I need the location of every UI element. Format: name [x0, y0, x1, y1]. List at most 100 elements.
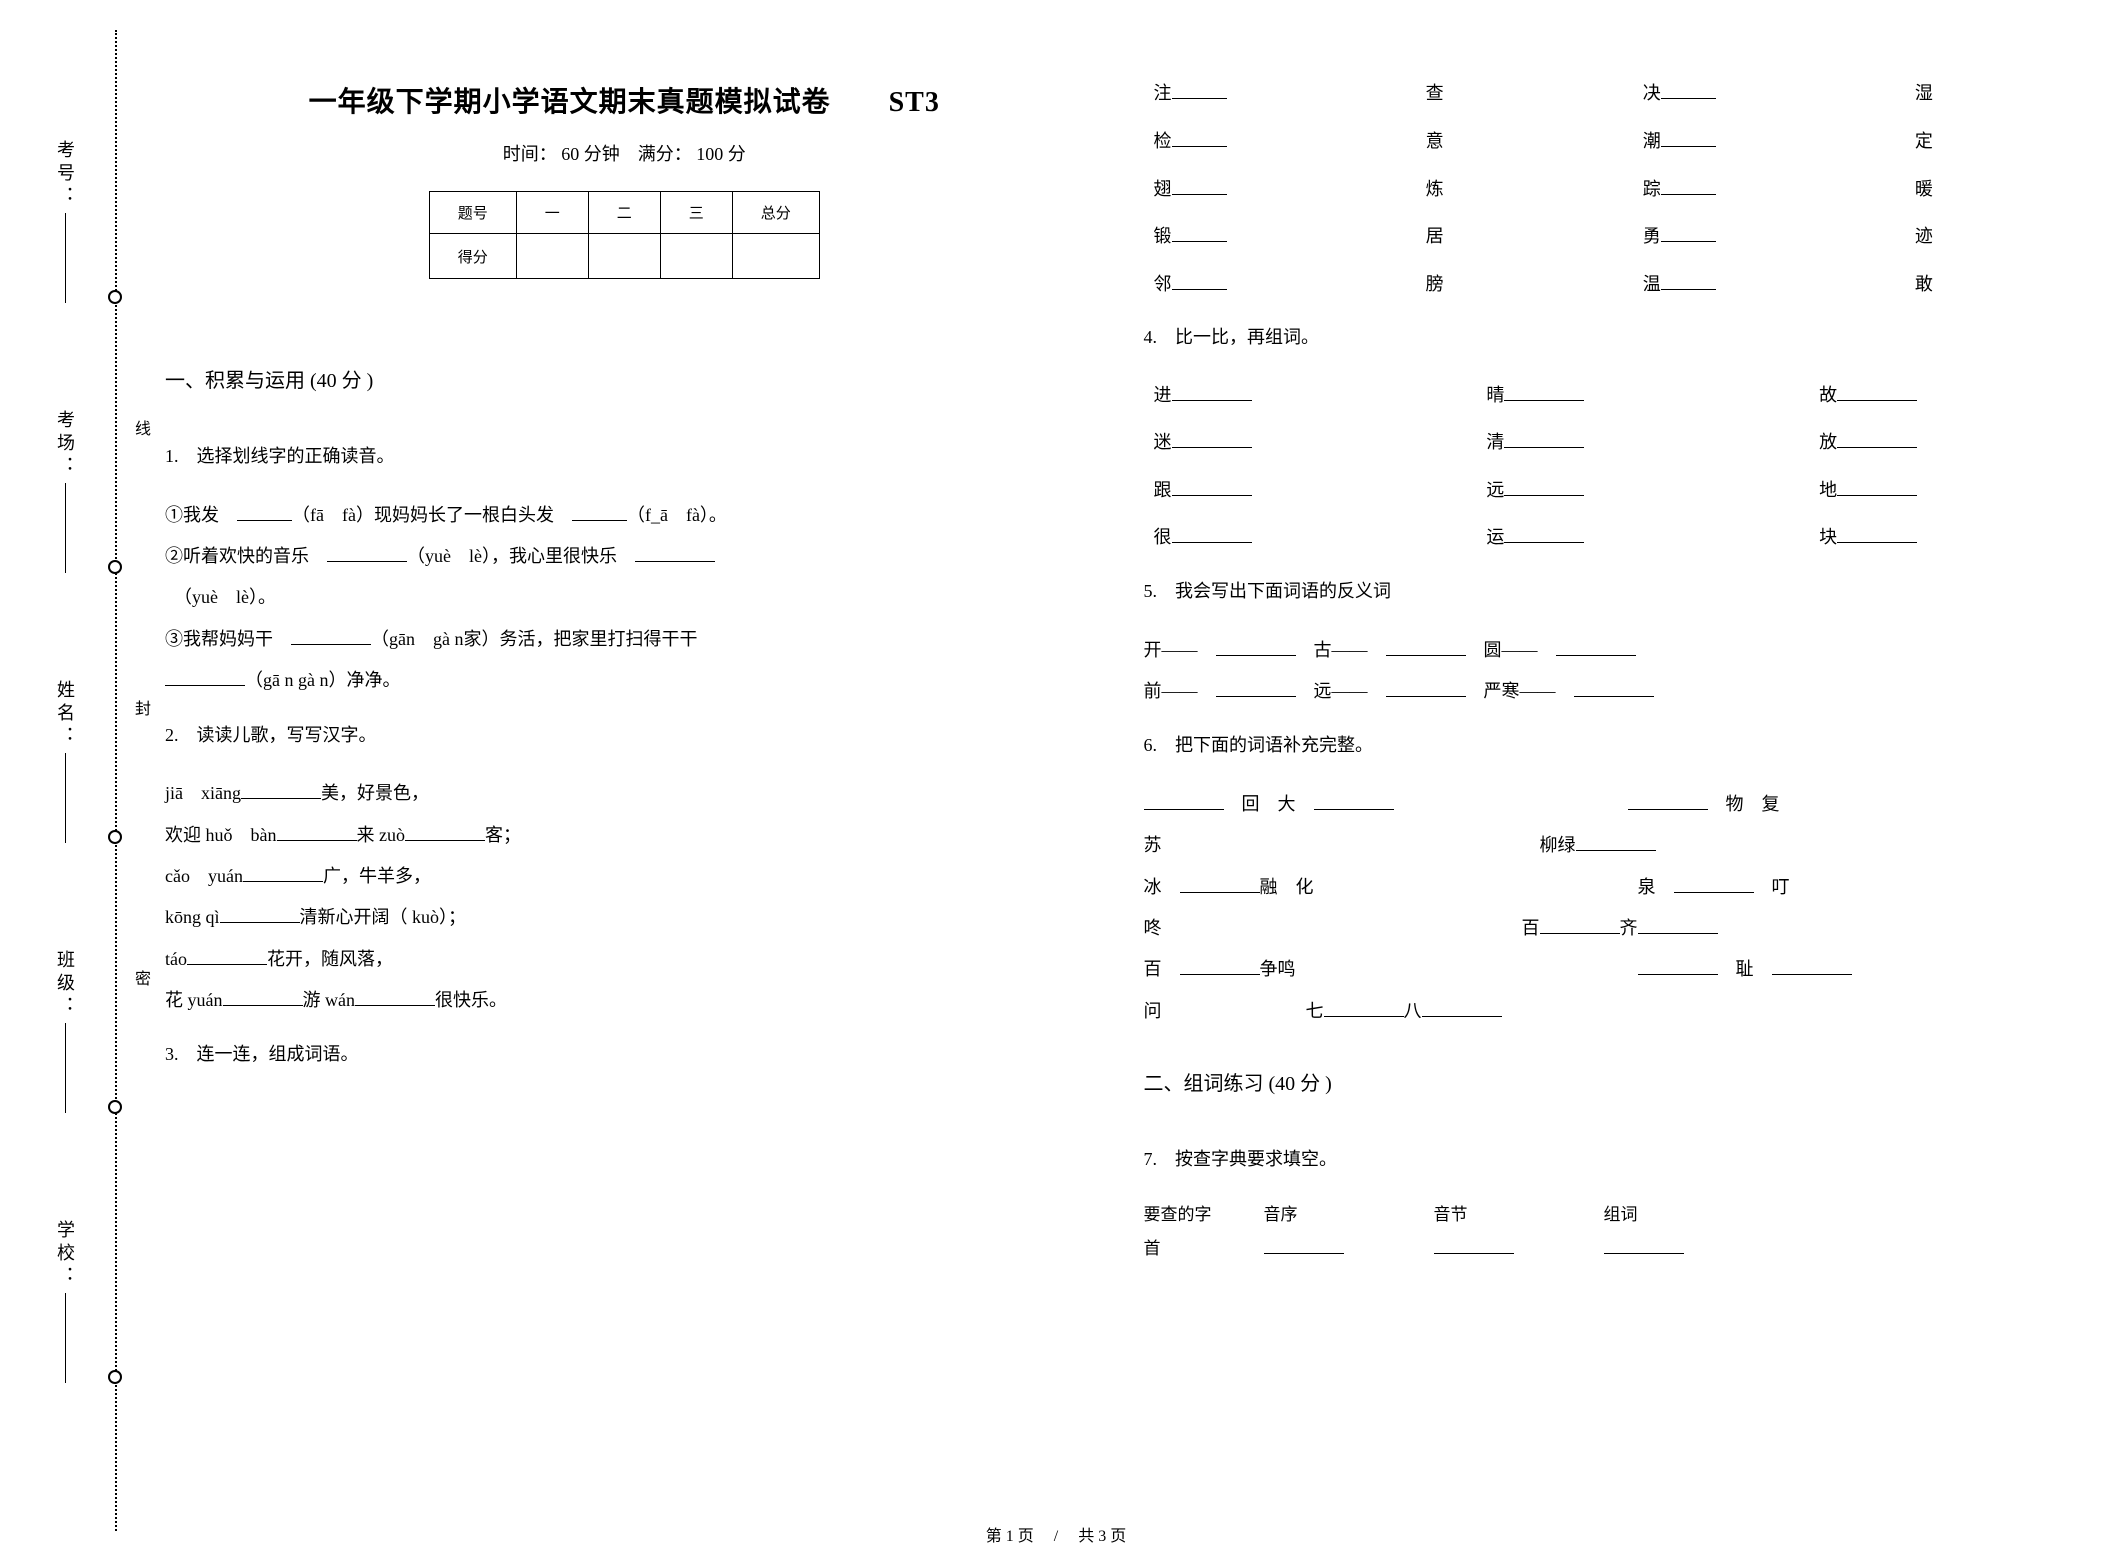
binding-circle	[108, 830, 122, 844]
fill-blank[interactable]	[165, 668, 245, 686]
binding-label-name: 姓名：	[52, 680, 78, 843]
fill-blank[interactable]	[1434, 1237, 1514, 1254]
fill-blank[interactable]	[1314, 792, 1394, 810]
fill-blank[interactable]	[220, 905, 300, 923]
exam-subtitle: 时间： 60 分钟 满分： 100 分	[165, 140, 1084, 166]
q7-headers: 要查的字 音序 音节 组词	[1144, 1198, 2063, 1232]
score-header: 总分	[732, 192, 819, 234]
score-cell[interactable]	[516, 234, 588, 279]
fill-blank[interactable]	[1180, 957, 1260, 975]
q7-row: 首	[1144, 1232, 2063, 1266]
score-cell[interactable]	[732, 234, 819, 279]
fill-blank[interactable]	[237, 503, 292, 521]
fill-blank[interactable]	[635, 544, 715, 562]
score-header: 题号	[429, 192, 516, 234]
fill-blank[interactable]	[1556, 638, 1636, 656]
score-cell[interactable]	[660, 234, 732, 279]
fill-blank[interactable]	[1837, 525, 1917, 543]
fill-blank[interactable]	[327, 544, 407, 562]
fill-blank[interactable]	[1172, 177, 1227, 195]
fill-blank[interactable]	[1172, 430, 1252, 448]
q6-body: 回 大 物 复 苏 柳绿 冰 融 化 泉 叮 咚 百齐 百 争鸣 耻 问 七八	[1144, 784, 2063, 1032]
fill-blank[interactable]	[1674, 875, 1754, 893]
seal-line: 线	[128, 420, 152, 454]
score-header: 二	[588, 192, 660, 234]
q4-grid: 进 晴 故 迷 清 放 跟 远 地 很 运 块	[1154, 376, 2063, 558]
score-table: 题号 一 二 三 总分 得分	[429, 191, 820, 279]
binding-margin: 考号： 考场： 姓名： 班级： 学校： 线 封 密	[0, 0, 155, 1561]
fill-blank[interactable]	[1172, 478, 1252, 496]
fill-blank[interactable]	[572, 503, 627, 521]
fill-blank[interactable]	[1661, 81, 1716, 99]
page-footer: 第 1 页 / 共 3 页	[0, 1522, 2112, 1546]
fill-blank[interactable]	[1216, 638, 1296, 656]
seal-feng: 封	[128, 700, 152, 734]
fill-blank[interactable]	[1540, 916, 1620, 934]
fill-blank[interactable]	[1324, 999, 1404, 1017]
fill-blank[interactable]	[1837, 383, 1917, 401]
fill-blank[interactable]	[1422, 999, 1502, 1017]
right-column: 注 查 决 湿 检 意 潮 定 翅 炼 踪 暖 锻 居 勇 迹 邻 膀 温 敢 …	[1144, 40, 2063, 1511]
binding-circle	[108, 1370, 122, 1384]
fill-blank[interactable]	[1386, 638, 1466, 656]
q2-title: 2. 读读儿歌，写写汉字。	[165, 716, 1084, 756]
fill-blank[interactable]	[1661, 224, 1716, 242]
binding-circle	[108, 560, 122, 574]
q5-title: 5. 我会写出下面词语的反义词	[1144, 572, 2063, 612]
score-header: 三	[660, 192, 732, 234]
fill-blank[interactable]	[1216, 679, 1296, 697]
fill-blank[interactable]	[1837, 478, 1917, 496]
fill-blank[interactable]	[1172, 81, 1227, 99]
fill-blank[interactable]	[1638, 957, 1718, 975]
section-1-title: 一、积累与运用 (40 分 )	[165, 364, 1084, 393]
fill-blank[interactable]	[1772, 957, 1852, 975]
score-row-label: 得分	[429, 234, 516, 279]
fill-blank[interactable]	[1172, 383, 1252, 401]
fill-blank[interactable]	[1837, 430, 1917, 448]
fill-blank[interactable]	[187, 947, 267, 965]
fill-blank[interactable]	[223, 988, 303, 1006]
seal-mi: 密	[128, 970, 152, 1004]
fill-blank[interactable]	[1504, 525, 1584, 543]
binding-dotted-line	[115, 30, 117, 1531]
fill-blank[interactable]	[1638, 916, 1718, 934]
fill-blank[interactable]	[1386, 679, 1466, 697]
fill-blank[interactable]	[1661, 272, 1716, 290]
section-2-title: 二、组词练习 (40 分 )	[1144, 1067, 2063, 1096]
binding-label-room: 考场：	[52, 410, 78, 573]
binding-label-examno: 考号：	[52, 140, 78, 303]
fill-blank[interactable]	[1576, 833, 1656, 851]
binding-circle	[108, 290, 122, 304]
fill-blank[interactable]	[405, 823, 485, 841]
q3-title: 3. 连一连，组成词语。	[165, 1035, 1084, 1075]
fill-blank[interactable]	[1264, 1237, 1344, 1254]
fill-blank[interactable]	[291, 627, 371, 645]
q1-body: ①我发 （fā fà）现妈妈长了一根白头发 （f_ā fà）。 ②听着欢快的音乐…	[165, 495, 1084, 702]
fill-blank[interactable]	[1172, 525, 1252, 543]
fill-blank[interactable]	[1661, 129, 1716, 147]
fill-blank[interactable]	[1604, 1237, 1684, 1254]
binding-label-school: 学校：	[52, 1220, 78, 1383]
fill-blank[interactable]	[1172, 129, 1227, 147]
fill-blank[interactable]	[241, 781, 321, 799]
q2-body: jiā xiāng美，好景色， 欢迎 huǒ bàn来 zuò客； cǎo yu…	[165, 773, 1084, 1021]
left-column: 一年级下学期小学语文期末真题模拟试卷 ST3 时间： 60 分钟 满分： 100…	[165, 40, 1084, 1511]
fill-blank[interactable]	[355, 988, 435, 1006]
fill-blank[interactable]	[1172, 224, 1227, 242]
q1-title: 1. 选择划线字的正确读音。	[165, 437, 1084, 477]
fill-blank[interactable]	[1172, 272, 1227, 290]
exam-title: 一年级下学期小学语文期末真题模拟试卷 ST3	[165, 80, 1084, 120]
fill-blank[interactable]	[1574, 679, 1654, 697]
fill-blank[interactable]	[1504, 383, 1584, 401]
binding-circle	[108, 1100, 122, 1114]
fill-blank[interactable]	[277, 823, 357, 841]
q3-grid: 注 查 决 湿 检 意 潮 定 翅 炼 踪 暖 锻 居 勇 迹 邻 膀 温 敢	[1154, 75, 2063, 304]
fill-blank[interactable]	[1504, 430, 1584, 448]
fill-blank[interactable]	[1504, 478, 1584, 496]
fill-blank[interactable]	[243, 864, 323, 882]
fill-blank[interactable]	[1661, 177, 1716, 195]
fill-blank[interactable]	[1144, 792, 1224, 810]
fill-blank[interactable]	[1180, 875, 1260, 893]
fill-blank[interactable]	[1628, 792, 1708, 810]
score-cell[interactable]	[588, 234, 660, 279]
